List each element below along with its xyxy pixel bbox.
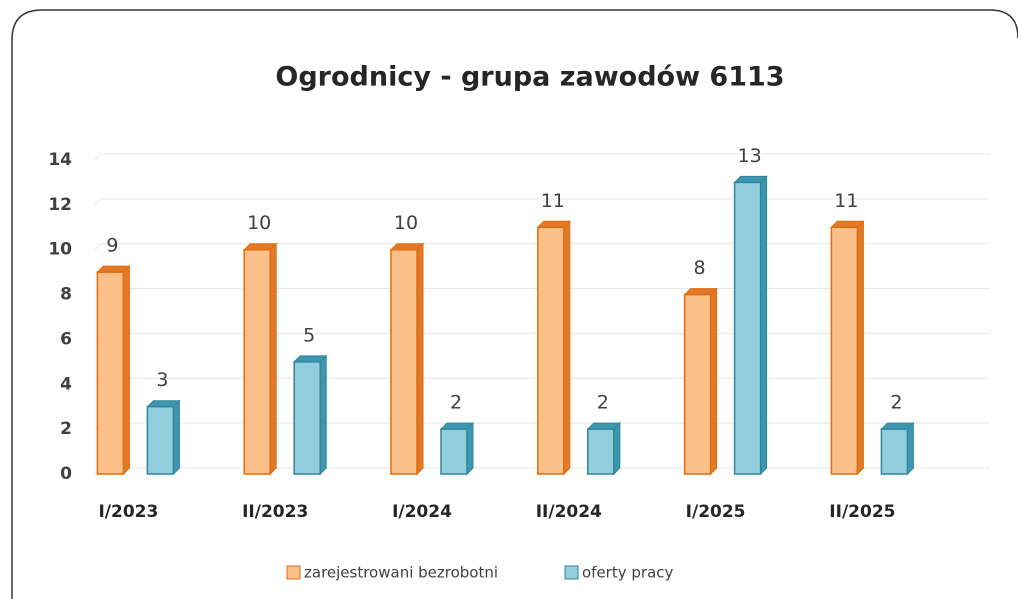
x-tick-label: I/2025	[686, 502, 746, 522]
bar	[880, 428, 909, 475]
grid-line	[94, 198, 990, 206]
x-tick-label: II/2025	[829, 502, 895, 522]
legend-label: zarejestrowani bezrobotni	[304, 564, 498, 582]
value-label: 2	[890, 392, 902, 414]
y-tick-label: 10	[48, 240, 72, 260]
y-tick-label: 12	[48, 195, 72, 215]
bar	[733, 181, 762, 475]
bar	[683, 293, 712, 475]
value-label: 11	[541, 190, 565, 212]
value-label: 2	[597, 392, 609, 414]
y-tick-label: 8	[60, 285, 72, 305]
bar	[293, 361, 321, 475]
bar-side	[466, 421, 474, 476]
y-tick-label: 6	[60, 329, 72, 349]
bar	[537, 226, 565, 475]
bar-side	[760, 175, 768, 476]
bar-side	[172, 399, 180, 476]
x-tick-label: I/2024	[392, 502, 452, 522]
chart-title: Ogrodnicy - grupa zawodów 6113	[275, 62, 784, 93]
bar-side	[416, 242, 424, 476]
legend-swatch	[564, 565, 579, 580]
bar-side	[856, 220, 864, 476]
bar	[243, 248, 271, 475]
value-label: 3	[156, 369, 168, 391]
legend-swatch	[286, 565, 301, 580]
bar-top	[242, 243, 278, 251]
chart-frame	[11, 9, 1018, 599]
bar-top	[536, 220, 572, 228]
bar-top	[733, 175, 768, 183]
y-tick-label: 0	[60, 464, 72, 484]
bar	[830, 226, 859, 475]
bar-side	[613, 421, 621, 476]
bar-side	[319, 354, 327, 476]
bar	[96, 271, 125, 475]
bar	[146, 405, 175, 475]
value-label: 10	[394, 212, 418, 234]
value-label: 2	[450, 392, 462, 414]
x-tick-label: II/2023	[242, 502, 308, 522]
bar	[587, 428, 615, 475]
y-tick-label: 4	[60, 374, 72, 394]
bar-top	[830, 220, 865, 228]
bar-side	[122, 264, 130, 476]
bar-side	[563, 220, 571, 476]
value-label: 11	[834, 190, 858, 212]
bar-side	[710, 287, 718, 476]
value-label: 8	[694, 257, 706, 279]
bar-top	[389, 243, 425, 251]
value-label: 9	[106, 235, 118, 257]
x-tick-label: I/2023	[98, 502, 158, 522]
bar-top	[146, 400, 181, 408]
bar-side	[269, 242, 277, 476]
value-label: 13	[738, 145, 762, 167]
bar-top	[96, 265, 131, 273]
bar-top	[880, 422, 915, 430]
x-tick-label: II/2024	[536, 502, 602, 522]
bar-top	[292, 355, 328, 363]
y-tick-label: 2	[60, 419, 72, 439]
value-label: 5	[303, 324, 315, 346]
y-tick-label: 14	[48, 150, 72, 170]
value-label: 10	[247, 212, 271, 234]
bar	[390, 248, 418, 475]
grid-line	[94, 153, 990, 161]
bar-top	[586, 422, 622, 430]
bar-side	[906, 421, 914, 476]
bar-top	[439, 422, 475, 430]
bar-top	[683, 288, 718, 296]
bar	[440, 428, 468, 475]
legend-label: oferty pracy	[582, 564, 674, 582]
grid-line	[94, 243, 990, 251]
